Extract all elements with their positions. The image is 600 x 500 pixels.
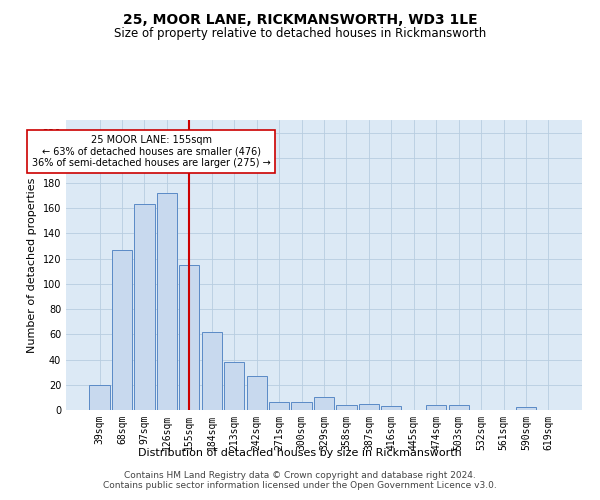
Bar [179, 265, 199, 410]
Bar [157, 193, 177, 410]
Bar [314, 398, 334, 410]
Bar [269, 402, 289, 410]
Bar [381, 406, 401, 410]
Text: 25, MOOR LANE, RICKMANSWORTH, WD3 1LE: 25, MOOR LANE, RICKMANSWORTH, WD3 1LE [122, 12, 478, 26]
Text: Size of property relative to detached houses in Rickmansworth: Size of property relative to detached ho… [114, 28, 486, 40]
Bar [359, 404, 379, 410]
Bar [224, 362, 244, 410]
Bar [247, 376, 267, 410]
Bar [202, 332, 222, 410]
Text: 25 MOOR LANE: 155sqm
← 63% of detached houses are smaller (476)
36% of semi-deta: 25 MOOR LANE: 155sqm ← 63% of detached h… [32, 135, 271, 168]
Text: Distribution of detached houses by size in Rickmansworth: Distribution of detached houses by size … [138, 448, 462, 458]
Bar [134, 204, 155, 410]
Y-axis label: Number of detached properties: Number of detached properties [27, 178, 37, 352]
Bar [112, 250, 132, 410]
Text: Contains HM Land Registry data © Crown copyright and database right 2024.
Contai: Contains HM Land Registry data © Crown c… [103, 470, 497, 490]
Bar [89, 385, 110, 410]
Bar [292, 402, 311, 410]
Bar [516, 408, 536, 410]
Bar [426, 405, 446, 410]
Bar [337, 405, 356, 410]
Bar [449, 405, 469, 410]
